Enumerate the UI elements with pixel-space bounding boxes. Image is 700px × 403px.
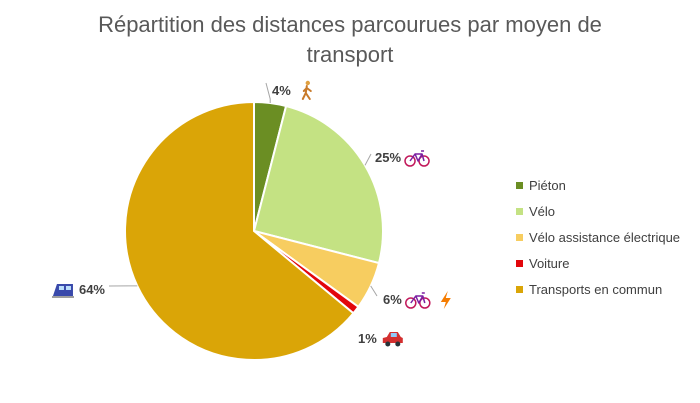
legend-item-velo: Vélo: [516, 198, 680, 224]
data-label-voiture: 1%: [358, 331, 377, 346]
data-label-velo-assistance-electrique: 6%: [383, 292, 402, 307]
leader-line-velo-assistance-electrique: [370, 285, 378, 297]
lightning-icon: [440, 291, 451, 309]
pie-slice-transports-en-commun: [124, 100, 355, 361]
bicycle-icon: [405, 292, 431, 309]
data-label-transports-en-commun: 64%: [79, 282, 105, 297]
car-icon: [382, 332, 403, 347]
legend-swatch: [516, 207, 523, 215]
legend-swatch: [516, 233, 523, 241]
walking-person-icon: [301, 80, 312, 100]
chart-legend: Piéton Vélo Vélo assistance électrique Voit…: [516, 172, 680, 302]
train-icon: [51, 284, 74, 298]
legend-label: Piéton: [529, 177, 566, 193]
legend-swatch: [516, 259, 523, 267]
legend-swatch: [516, 285, 523, 293]
leader-line-velo: [364, 153, 372, 166]
leader-line-pieton: [265, 82, 271, 103]
legend-item-pieton: Piéton: [516, 172, 680, 198]
legend-label: Vélo: [529, 203, 556, 219]
legend-label: Vélo assistance électrique: [529, 229, 681, 245]
legend-item-voiture: Voiture: [516, 250, 680, 276]
bicycle-icon: [404, 150, 430, 167]
data-label-velo: 25%: [375, 150, 401, 165]
legend-item-transports-en-commun: Transports en commun: [516, 276, 680, 302]
data-label-pieton: 4%: [272, 83, 291, 98]
legend-swatch: [516, 181, 523, 189]
chart-title: Répartition des distances parcourues par…: [98, 12, 602, 67]
legend-item-velo-assistance-electrique: Vélo assistance électrique: [516, 224, 680, 250]
legend-label: Transports en commun: [529, 281, 663, 297]
legend-label: Voiture: [529, 255, 570, 271]
pie-slice-velo: [252, 104, 384, 265]
